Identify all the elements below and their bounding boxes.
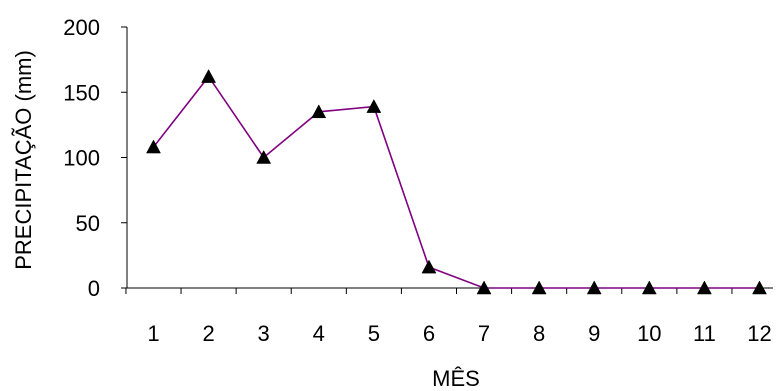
data-point — [586, 280, 602, 295]
x-tick-label: 6 — [423, 321, 435, 346]
x-tick-label: 8 — [533, 321, 545, 346]
x-tick-label: 9 — [588, 321, 600, 346]
data-point — [476, 280, 492, 295]
y-axis-title: PRECIPITAÇÃO (mm) — [11, 50, 36, 270]
y-tick-label: 100 — [63, 146, 100, 171]
data-point — [752, 280, 767, 295]
data-point — [201, 69, 217, 83]
data-point — [696, 280, 712, 295]
data-point — [421, 259, 437, 274]
data-point — [311, 104, 327, 119]
x-tick-label: 5 — [368, 321, 380, 346]
y-tick-label: 150 — [63, 80, 100, 105]
x-axis-title: MÊS — [432, 366, 480, 391]
x-tick-label: 11 — [693, 321, 716, 346]
y-tick-label: 200 — [63, 15, 100, 40]
data-point — [531, 280, 547, 295]
plot-area — [146, 69, 767, 295]
series-line — [152, 75, 760, 289]
data-point — [256, 149, 272, 164]
x-tick-label: 2 — [202, 321, 214, 346]
x-axis: 1 2 3 4 5 6 7 8 9 10 11 12 — [125, 287, 773, 346]
y-tick-label: 50 — [76, 211, 100, 236]
x-tick-label: 7 — [478, 321, 490, 346]
x-tick-label: 10 — [637, 321, 661, 346]
data-point — [146, 139, 161, 154]
data-point — [366, 99, 382, 113]
x-tick-label: 1 — [147, 321, 159, 346]
data-point — [641, 280, 657, 295]
y-axis: 0 50 100 150 200 — [63, 15, 128, 301]
x-tick-label: 4 — [313, 321, 325, 346]
y-tick-label: 0 — [88, 276, 100, 301]
x-tick-label: 3 — [258, 321, 270, 346]
x-tick-label: 12 — [747, 321, 771, 346]
